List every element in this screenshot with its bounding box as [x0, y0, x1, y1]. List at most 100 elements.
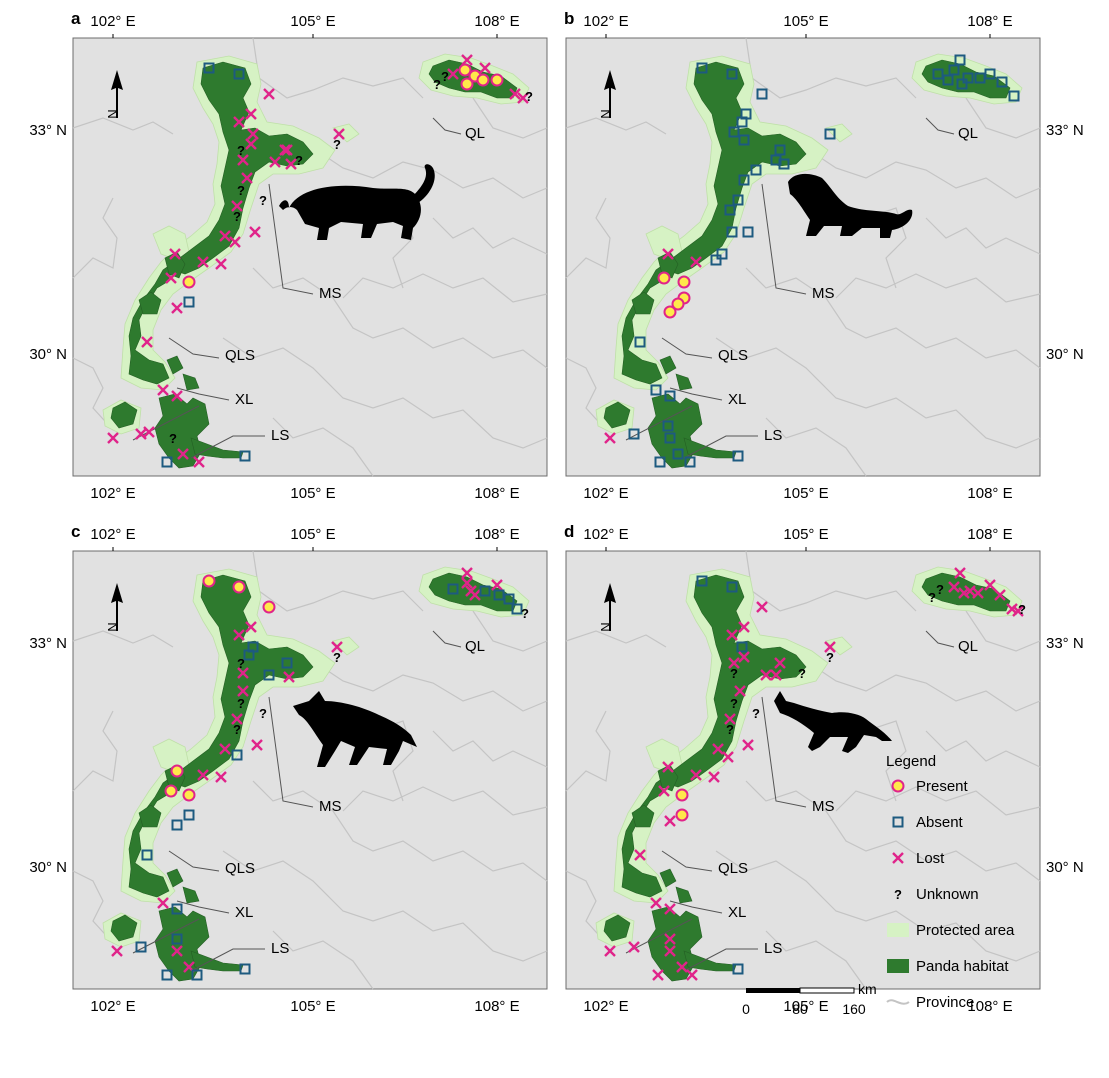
- scale-tick-label: 0: [742, 1001, 750, 1017]
- unknown-marker: ?: [237, 696, 245, 711]
- absent-marker: [948, 64, 960, 76]
- present-marker: [476, 73, 490, 87]
- lost-marker: [664, 945, 676, 957]
- province-boundary: [72, 117, 174, 135]
- absent-marker: [942, 74, 954, 86]
- absent-marker: [141, 849, 153, 861]
- lost-marker: [171, 945, 183, 957]
- lost-marker: [245, 108, 257, 120]
- lost-marker: [241, 172, 253, 184]
- panel-frame: [72, 550, 548, 990]
- province-boundary: [272, 417, 374, 477]
- protected-area: [332, 636, 360, 656]
- absent-marker: [628, 428, 640, 440]
- region-label: MS: [319, 798, 342, 815]
- lon-tick-top: 105° E: [290, 13, 335, 30]
- absent-marker: [732, 194, 744, 206]
- absent-marker: [932, 68, 944, 80]
- absent-marker: [654, 456, 666, 468]
- absent-marker: [239, 450, 251, 462]
- lat-tick-right: 30° N: [1046, 859, 1084, 876]
- province-boundary: [342, 786, 548, 816]
- panda-habitat: [603, 401, 631, 429]
- region-label: XL: [728, 904, 746, 921]
- present-marker: [671, 297, 685, 311]
- present-marker: [164, 784, 178, 798]
- region-label: XL: [728, 391, 746, 408]
- lon-tick-top: 102° E: [90, 526, 135, 543]
- lost-marker: [461, 577, 473, 589]
- lost-marker: [984, 579, 996, 591]
- lost-marker: [708, 771, 720, 783]
- lost-marker: [994, 589, 1006, 601]
- leader-line: [661, 850, 713, 872]
- lost-marker: [724, 713, 736, 725]
- scale-tick-label: 160: [842, 1001, 866, 1017]
- unknown-marker: ?: [826, 650, 834, 665]
- lost-marker: [157, 897, 169, 909]
- legend: Legend Present Absent Lost? Unknown Protected…: [886, 753, 1015, 1011]
- leader-line: [268, 183, 314, 295]
- lost-marker: [197, 769, 209, 781]
- lost-marker: [237, 685, 249, 697]
- lon-tick-bottom: 105° E: [783, 485, 828, 502]
- absent-marker: [756, 88, 768, 100]
- panda-habitat: [166, 868, 184, 888]
- lost-marker: [215, 258, 227, 270]
- leopard-silhouette: [279, 164, 435, 240]
- lost-marker: [738, 621, 750, 633]
- lost-marker: [331, 641, 343, 653]
- region-label: QLS: [718, 860, 748, 877]
- absent-marker: [696, 62, 708, 74]
- leader-line: [683, 435, 758, 459]
- absent-marker: [203, 62, 215, 74]
- lost-marker: [726, 629, 738, 641]
- panda-habitat: [631, 804, 655, 828]
- lost-marker: [1012, 605, 1024, 617]
- lost-marker: [948, 581, 960, 593]
- lost-marker: [245, 138, 257, 150]
- scale-bar: km 0 80 160: [742, 981, 877, 1017]
- scale-unit: km: [858, 981, 877, 997]
- leader-line: [925, 117, 955, 135]
- absent-marker: [726, 68, 738, 80]
- unknown-marker: ?: [233, 209, 241, 224]
- panda-habitat: [621, 574, 807, 898]
- legend-item-label: Present: [916, 778, 969, 795]
- lost-marker: [491, 579, 503, 591]
- lost-marker: [604, 432, 616, 444]
- region-label: MS: [812, 285, 835, 302]
- map-panel-c: N QL MS QLS XL LS??????: [72, 550, 548, 990]
- panel-label-a: a: [71, 9, 81, 28]
- absent-marker: [984, 68, 996, 80]
- leader-line: [176, 387, 230, 401]
- province-boundary: [472, 97, 548, 139]
- leader-line: [669, 900, 723, 914]
- map-panel-b: N QL MS QLS XL LS: [565, 37, 1041, 477]
- absent-marker: [770, 154, 782, 166]
- absent-marker: [738, 174, 750, 186]
- lost-marker: [237, 667, 249, 679]
- legend-item-label: Unknown: [916, 886, 979, 903]
- leader-line: [925, 630, 955, 648]
- region-label: QL: [465, 638, 485, 655]
- leader-line: [432, 117, 462, 135]
- unknown-marker: ?: [752, 706, 760, 721]
- protected-area: [825, 636, 853, 656]
- north-arrow-icon: N: [598, 70, 616, 119]
- absent-marker: [736, 116, 748, 128]
- province-boundary: [715, 337, 1041, 449]
- lost-marker: [662, 761, 674, 773]
- panel-frame: [72, 37, 548, 477]
- panda-habitat: [675, 886, 693, 904]
- lost-marker: [461, 567, 473, 579]
- unknown-marker: ?: [237, 656, 245, 671]
- legend-province-symbol: [886, 999, 910, 1005]
- lost-marker: [954, 567, 966, 579]
- lost-marker: [690, 256, 702, 268]
- unknown-marker: ?: [169, 431, 177, 446]
- lost-marker: [738, 651, 750, 663]
- absent-marker: [662, 420, 674, 432]
- legend-lost-symbol: [892, 852, 904, 864]
- lost-marker: [461, 54, 473, 66]
